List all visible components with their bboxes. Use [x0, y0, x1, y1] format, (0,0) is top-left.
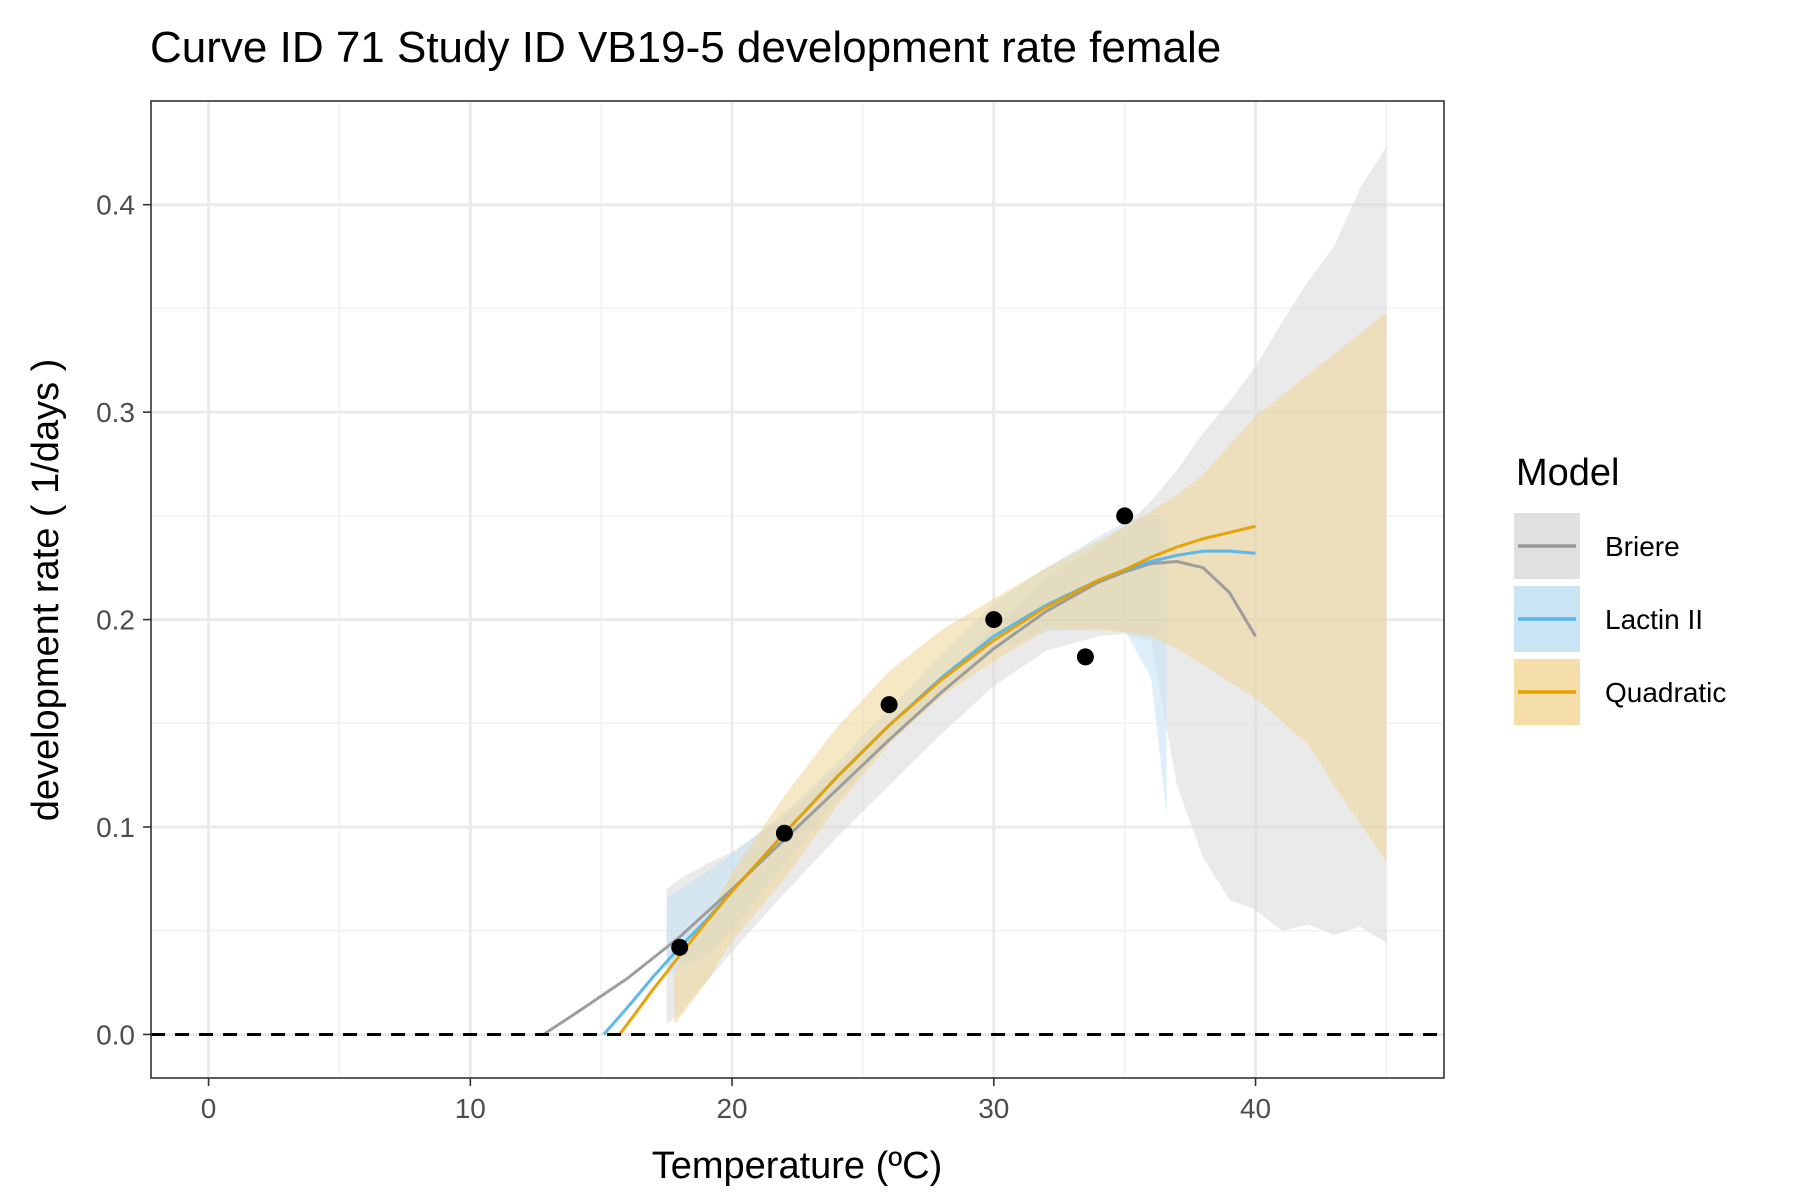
legend-key-quadratic — [1514, 659, 1580, 725]
data-point — [775, 824, 793, 842]
y-tick-label: 0.3 — [96, 397, 135, 428]
x-axis: 0 10 20 30 40 — [201, 1078, 1271, 1124]
band-quadratic — [674, 312, 1387, 1025]
data-point — [880, 696, 898, 714]
y-tick-label: 0.0 — [96, 1019, 135, 1050]
legend: Model Briere Lactin II Quadratic — [1514, 452, 1726, 725]
legend-label: Quadratic — [1605, 677, 1726, 708]
plot-border — [150, 100, 1445, 1079]
legend-key-briere — [1514, 513, 1580, 579]
data-point — [1116, 507, 1134, 525]
x-tick-label: 0 — [201, 1093, 217, 1124]
legend-title: Model — [1516, 452, 1620, 494]
chart-title: Curve ID 71 Study ID VB19-5 development … — [150, 23, 1221, 72]
legend-key-lactin-ii — [1514, 586, 1580, 652]
x-tick-label: 10 — [455, 1093, 486, 1124]
confidence-bands — [666, 146, 1387, 1025]
y-tick-label: 0.2 — [96, 605, 135, 636]
x-tick-label: 20 — [716, 1093, 747, 1124]
data-point — [1076, 648, 1094, 666]
band-briere — [666, 146, 1387, 1025]
x-axis-title: Temperature (ºC) — [652, 1145, 943, 1187]
x-tick-label: 40 — [1240, 1093, 1271, 1124]
data-point — [985, 611, 1003, 629]
y-tick-label: 0.1 — [96, 812, 135, 843]
data-point — [671, 938, 689, 956]
y-axis: 0.0 0.1 0.2 0.3 0.4 — [96, 190, 151, 1050]
legend-label: Briere — [1605, 531, 1680, 562]
x-tick-label: 30 — [978, 1093, 1009, 1124]
legend-label: Lactin II — [1605, 604, 1703, 635]
curve-briere — [542, 559, 1257, 1036]
observed-points — [671, 507, 1134, 956]
y-axis-title: development rate ( 1/days ) — [25, 359, 67, 822]
y-tick-label: 0.4 — [96, 190, 135, 221]
